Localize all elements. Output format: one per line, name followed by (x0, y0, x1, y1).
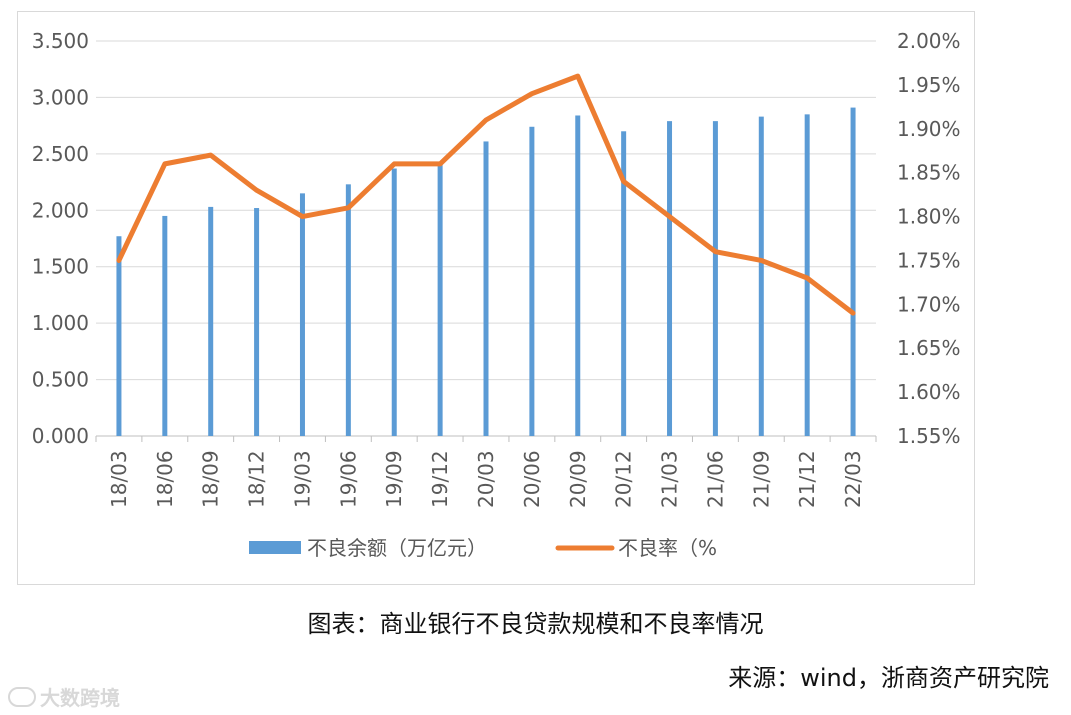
y-right-tick-label: 1.65% (897, 336, 961, 360)
y-left-tick-label: 1.000 (32, 311, 89, 335)
chart: 0.000 0.500 1.000 1.500 2.000 2.500 3.000 3.500… (32, 29, 961, 560)
y-right-tick-label: 1.95% (897, 73, 961, 97)
watermark: 大数跨境 (8, 682, 120, 711)
legend-swatch-bar (249, 541, 301, 554)
series-line (116, 73, 856, 316)
bar (804, 114, 810, 436)
bar (116, 236, 122, 436)
y-left-tick-label: 0.000 (32, 424, 89, 448)
y-right-tick-label: 2.00% (897, 29, 961, 53)
y-right-tick-label: 1.60% (897, 380, 961, 404)
bar (345, 184, 351, 436)
bar (299, 193, 305, 436)
source-note: 来源：wind，浙商资产研究院 (728, 664, 1049, 692)
x-tick-label: 18/12 (245, 450, 269, 508)
bar (529, 126, 535, 437)
bar (712, 121, 718, 436)
watermark-logo-icon (8, 686, 36, 707)
y-left-tick-label: 3.500 (32, 29, 89, 53)
x-tick-label: 21/06 (703, 450, 727, 508)
y-left-tick-label: 2.500 (32, 142, 89, 166)
y-right-tick-label: 1.90% (897, 117, 961, 141)
x-tick-label: 18/03 (107, 450, 131, 508)
y-right-tick-label: 1.80% (897, 205, 961, 229)
x-tick-label: 21/03 (658, 450, 682, 508)
y-left-tick-label: 0.500 (32, 368, 89, 392)
bar (758, 116, 764, 436)
y-right-tick-label: 1.75% (897, 248, 961, 272)
y-left-tick-label: 1.500 (32, 255, 89, 279)
y-right-tick-label: 1.70% (897, 292, 961, 316)
x-tick-label: 21/12 (795, 450, 819, 508)
figure-caption: 图表：商业银行不良贷款规模和不良率情况 (307, 610, 764, 638)
watermark-text: 大数跨境 (40, 686, 120, 710)
chart-frame (17, 11, 975, 585)
bar (162, 215, 168, 436)
y-right-tick-label: 1.85% (897, 161, 961, 185)
bar (208, 206, 214, 436)
y-left-tick-label: 3.000 (32, 85, 89, 109)
bar (437, 164, 443, 436)
x-tick-label: 18/09 (199, 450, 223, 508)
x-tick-label: 19/12 (428, 450, 452, 508)
bar (667, 121, 673, 436)
x-tick-label: 20/09 (566, 450, 590, 508)
x-tick-label: 19/06 (336, 450, 360, 508)
x-tick-label: 20/06 (520, 450, 544, 508)
x-tick-label: 21/09 (749, 450, 773, 508)
x-tick-label: 20/03 (474, 450, 498, 508)
x-tick-label: 19/09 (382, 450, 406, 508)
x-tick-label: 18/06 (153, 450, 177, 508)
bar (575, 115, 581, 436)
bar (483, 141, 489, 436)
legend-label-line: 不良率（% (618, 536, 717, 560)
bar (254, 208, 260, 436)
y-right-tick-label: 1.55% (897, 424, 961, 448)
bar (391, 168, 397, 436)
bar (621, 131, 627, 437)
x-tick-label: 20/12 (612, 450, 636, 508)
x-tick-label: 22/03 (841, 450, 865, 508)
bar (850, 107, 856, 436)
y-left-tick-label: 2.000 (32, 198, 89, 222)
legend-label-bar: 不良余额（万亿元） (307, 536, 487, 560)
x-tick-label: 19/03 (290, 450, 314, 508)
